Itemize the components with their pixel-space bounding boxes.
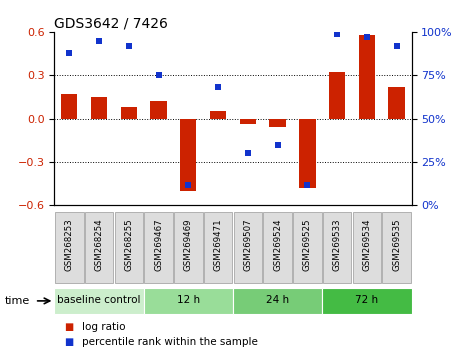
Point (125, 43, 132, 48)
Point (333, 31, 341, 36)
FancyBboxPatch shape (54, 288, 144, 314)
Point (155, 73, 162, 78)
Text: 12 h: 12 h (177, 295, 200, 306)
Point (214, 85, 222, 90)
Bar (121, 107, 137, 119)
Bar (61, 94, 78, 119)
Bar (91, 97, 107, 119)
Text: GSM268253: GSM268253 (65, 218, 74, 271)
FancyBboxPatch shape (263, 212, 292, 284)
FancyBboxPatch shape (234, 212, 262, 284)
Point (95, 38, 103, 44)
Text: GSM269525: GSM269525 (303, 218, 312, 271)
FancyBboxPatch shape (293, 212, 322, 284)
Bar (388, 87, 405, 119)
Text: percentile rank within the sample: percentile rank within the sample (82, 337, 258, 347)
Text: ■: ■ (64, 337, 73, 347)
Text: GSM269467: GSM269467 (154, 218, 163, 271)
FancyBboxPatch shape (114, 212, 143, 284)
Bar (299, 119, 315, 188)
Text: GDS3642 / 7426: GDS3642 / 7426 (54, 17, 168, 31)
Text: 72 h: 72 h (355, 295, 378, 306)
Text: GSM268255: GSM268255 (124, 218, 133, 271)
Text: GSM269507: GSM269507 (243, 218, 252, 271)
Bar (270, 119, 286, 127)
Text: 24 h: 24 h (266, 295, 289, 306)
Text: GSM269524: GSM269524 (273, 218, 282, 271)
Text: GSM269533: GSM269533 (333, 218, 342, 271)
Point (363, 34, 371, 40)
Text: time: time (5, 296, 30, 306)
FancyBboxPatch shape (204, 212, 232, 284)
Bar (329, 72, 345, 119)
FancyBboxPatch shape (352, 212, 381, 284)
Bar (180, 119, 196, 191)
FancyBboxPatch shape (85, 212, 114, 284)
FancyBboxPatch shape (323, 212, 351, 284)
Text: GSM269535: GSM269535 (392, 218, 401, 271)
FancyBboxPatch shape (382, 212, 411, 284)
Point (393, 43, 401, 48)
Text: log ratio: log ratio (82, 322, 125, 332)
FancyBboxPatch shape (233, 288, 322, 314)
Text: GSM268254: GSM268254 (95, 218, 104, 271)
FancyBboxPatch shape (174, 212, 202, 284)
Bar (210, 112, 226, 119)
Text: GSM269471: GSM269471 (214, 218, 223, 271)
Text: ■: ■ (64, 322, 73, 332)
Bar (150, 101, 167, 119)
Point (244, 150, 252, 156)
FancyBboxPatch shape (322, 288, 412, 314)
FancyBboxPatch shape (144, 288, 233, 314)
Text: GSM269534: GSM269534 (362, 218, 371, 271)
FancyBboxPatch shape (144, 212, 173, 284)
Bar (359, 35, 375, 119)
Text: baseline control: baseline control (57, 295, 141, 306)
Point (184, 182, 192, 187)
Point (65, 50, 73, 56)
Point (304, 182, 311, 187)
Text: GSM269469: GSM269469 (184, 218, 193, 271)
FancyBboxPatch shape (55, 212, 84, 284)
Bar (240, 119, 256, 124)
Point (274, 142, 281, 147)
